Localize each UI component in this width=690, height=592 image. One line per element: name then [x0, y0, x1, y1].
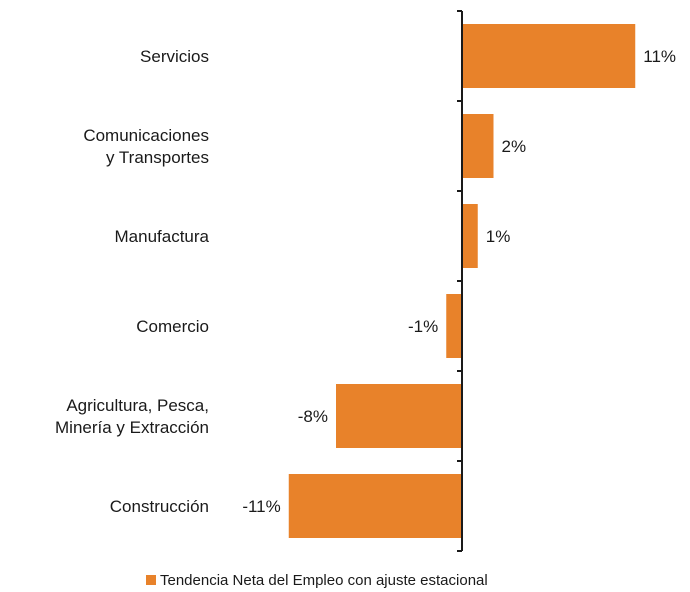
value-label-3: -1% [408, 317, 438, 336]
bar-3 [446, 294, 462, 358]
legend-label: Tendencia Neta del Empleo con ajuste est… [160, 572, 488, 589]
value-label-4: -8% [298, 407, 328, 426]
category-label-line: Comercio [136, 317, 209, 336]
category-label-line: Minería y Extracción [55, 418, 209, 437]
category-label-line: Servicios [140, 47, 209, 66]
category-label-0: Servicios [140, 47, 209, 66]
bar-4 [336, 384, 462, 448]
bar-1 [462, 114, 494, 178]
value-label-0: 11% [643, 47, 676, 66]
category-label-4: Agricultura, Pesca, Minería y Extracción [55, 396, 209, 437]
category-label-line: Manufactura [115, 227, 210, 246]
category-label-line: Construcción [110, 497, 209, 516]
category-label-line: y Transportes [106, 148, 209, 167]
category-label-5: Construcción [110, 497, 209, 516]
category-label-line: Comunicaciones [83, 126, 209, 145]
bar-2 [462, 204, 478, 268]
value-label-1: 2% [502, 137, 527, 156]
legend-swatch [146, 575, 156, 585]
category-label-line: Agricultura, Pesca, [66, 396, 209, 415]
category-label-2: Manufactura [115, 227, 210, 246]
value-label-2: 1% [486, 227, 511, 246]
category-label-1: Comunicaciones y Transportes [83, 126, 209, 167]
bars-group [288, 24, 636, 538]
bar-0 [462, 24, 636, 88]
value-label-5: -11% [242, 497, 280, 516]
legend: Tendencia Neta del Empleo con ajuste est… [146, 572, 488, 589]
category-labels-group: Servicios Comunicaciones y Transportes Manu… [55, 47, 210, 516]
bar-5 [288, 474, 462, 538]
category-axis [457, 10, 463, 552]
category-label-3: Comercio [136, 317, 209, 336]
value-labels-group: 11% 2% 1% -1% -8% -11% [242, 47, 676, 516]
